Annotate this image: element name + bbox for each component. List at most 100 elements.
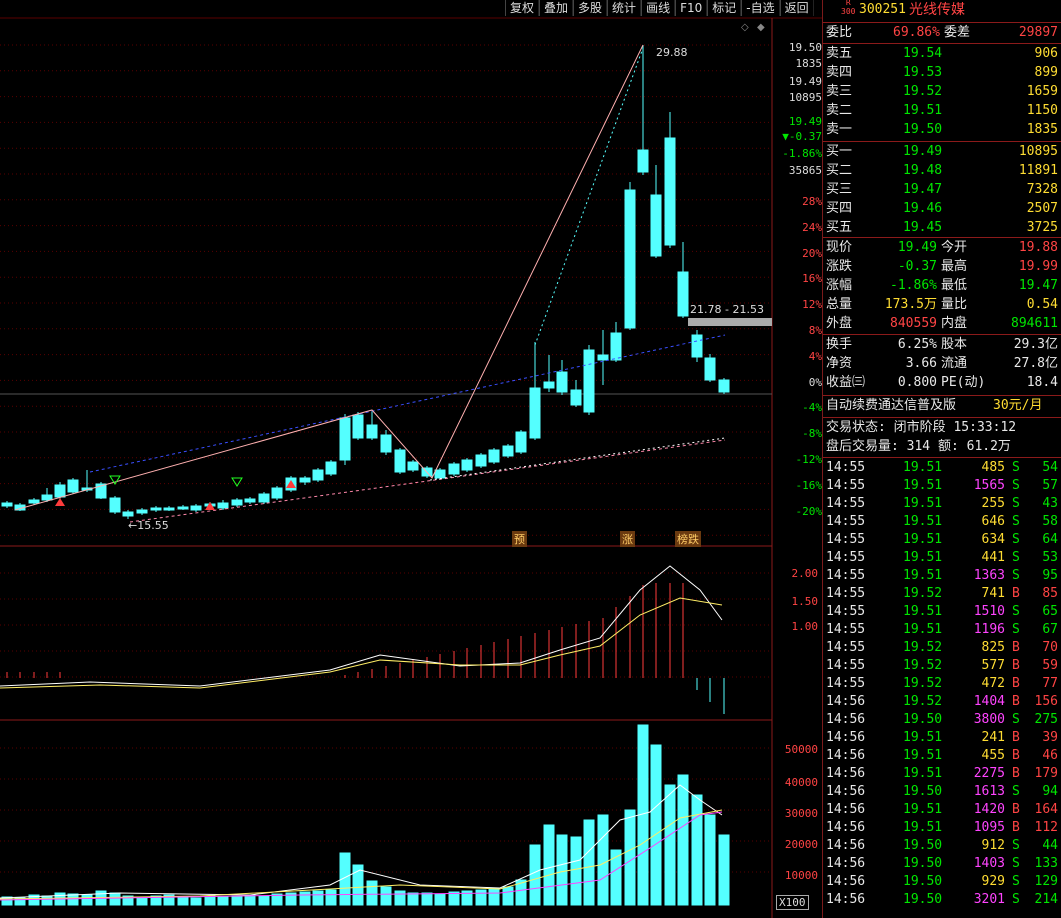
volume-bar bbox=[718, 834, 730, 906]
stock-header[interactable]: R 300 300251 光线传媒 bbox=[823, 0, 1061, 20]
event-mark-pre[interactable]: 预 bbox=[512, 531, 527, 547]
ask-level-3[interactable]: 卖三 19.52 1659 bbox=[826, 84, 1058, 99]
candle-body bbox=[150, 507, 162, 511]
volume-bar bbox=[704, 814, 716, 906]
candle-body bbox=[28, 499, 40, 504]
volume-bar bbox=[515, 879, 527, 906]
toolbar-btn-5[interactable]: F10 bbox=[675, 0, 708, 16]
tick-row: 14:55 19.51 255 S 43 bbox=[826, 496, 1058, 511]
volume-tick: 10000 bbox=[784, 869, 818, 882]
volume-bar bbox=[325, 889, 337, 906]
tick-row: 14:55 19.52 472 B 77 bbox=[826, 676, 1058, 691]
ask-level-5[interactable]: 卖五 19.54 906 bbox=[826, 46, 1058, 61]
axis-tick: -4% bbox=[802, 401, 822, 415]
volume-bar bbox=[339, 852, 351, 906]
candle-body bbox=[570, 389, 582, 406]
volume-bar bbox=[231, 895, 243, 906]
kline-chart-area[interactable] bbox=[0, 0, 822, 918]
axis-tick: -20% bbox=[795, 504, 823, 518]
sell-arrow-icon bbox=[231, 477, 243, 487]
volume-bar bbox=[597, 814, 609, 906]
bid-level-4[interactable]: 买四 19.46 2507 bbox=[826, 201, 1058, 216]
candle-body bbox=[41, 494, 53, 501]
bid-level-5[interactable]: 买五 19.45 3725 bbox=[826, 220, 1058, 235]
volume-bar bbox=[502, 886, 514, 906]
candle-body bbox=[244, 498, 256, 503]
candle-body bbox=[258, 493, 270, 503]
volume-bar bbox=[366, 880, 378, 906]
stock-code: 300251 bbox=[859, 2, 906, 17]
volume-bar bbox=[610, 849, 622, 906]
quote-row: 外盘 840559 内盘 894611 bbox=[826, 316, 1058, 331]
bid-level-2[interactable]: 买二 19.48 11891 bbox=[826, 163, 1058, 178]
diamond-icon[interactable]: ◆ bbox=[757, 22, 765, 33]
volume-bar bbox=[285, 892, 297, 906]
cursor-value: 35865 bbox=[788, 164, 822, 177]
volume-bar bbox=[529, 844, 541, 906]
event-mark-list[interactable]: 榜跌 bbox=[675, 531, 701, 547]
cursor-value: 10895 bbox=[788, 91, 822, 104]
tick-row: 14:55 19.51 1363 S 95 bbox=[826, 568, 1058, 583]
tick-row: 14:55 19.51 1196 S 67 bbox=[826, 622, 1058, 637]
volume-bar bbox=[677, 774, 689, 906]
toolbar-btn-0[interactable]: 复权 bbox=[505, 0, 540, 16]
bid-level-1[interactable]: 买一 19.49 10895 bbox=[826, 144, 1058, 159]
low-price-label: ←15.55 bbox=[128, 519, 169, 532]
axis-tick: -12% bbox=[795, 453, 823, 466]
macd-tick: 1.00 bbox=[791, 620, 819, 633]
toolbar-btn-6[interactable]: 标记 bbox=[707, 0, 742, 16]
candle-body bbox=[488, 449, 500, 463]
macd-tick: 1.50 bbox=[791, 595, 819, 608]
axis-tick: 28% bbox=[802, 195, 822, 208]
toolbar-btn-8[interactable]: 返回 bbox=[779, 0, 814, 16]
quote-row: 涨跌 -0.37 最高 19.99 bbox=[826, 259, 1058, 274]
sell-arrow-icon bbox=[109, 475, 121, 485]
candle-body bbox=[271, 487, 283, 499]
candle-body bbox=[339, 417, 351, 461]
volume-tick: 20000 bbox=[784, 838, 818, 851]
volume-bar bbox=[299, 891, 311, 906]
toolbar-btn-2[interactable]: 多股 bbox=[573, 0, 608, 16]
toolbar-btn-4[interactable]: 画线 bbox=[641, 0, 676, 16]
candle-body bbox=[637, 149, 649, 173]
volume-bar bbox=[150, 895, 162, 906]
volume-bar bbox=[380, 886, 392, 906]
candle-body bbox=[407, 461, 419, 471]
high-price-label: 29.88 bbox=[656, 46, 688, 59]
candle-body bbox=[461, 459, 473, 471]
quote-row: 总量 173.5万 量比 0.54 bbox=[826, 297, 1058, 312]
cursor-value: 19.50 bbox=[788, 41, 822, 54]
candle-body bbox=[502, 445, 514, 457]
volume-bar bbox=[258, 895, 270, 906]
toolbar-btn-7[interactable]: -自选 bbox=[741, 0, 780, 16]
bid-level-3[interactable]: 买三 19.47 7328 bbox=[826, 182, 1058, 197]
ask-level-1[interactable]: 卖一 19.50 1835 bbox=[826, 122, 1058, 137]
tick-row: 14:55 19.51 646 S 58 bbox=[826, 514, 1058, 529]
volume-bar bbox=[122, 895, 134, 906]
toolbar-btn-3[interactable]: 统计 bbox=[607, 0, 642, 16]
candle-body bbox=[475, 454, 487, 467]
trade-status: 交易状态: 闭市阶段 15:33:12 bbox=[826, 420, 1017, 435]
axis-tick: 12% bbox=[802, 298, 822, 312]
buy-arrow-icon bbox=[55, 498, 65, 506]
candle-body bbox=[177, 506, 189, 510]
diamond-icon[interactable]: ◇ bbox=[741, 22, 749, 33]
ad-banner[interactable]: 自动续费通达信普及版 30元/月 bbox=[826, 398, 1043, 413]
volume-bar bbox=[67, 893, 79, 906]
candle-body bbox=[691, 334, 703, 358]
volume-tick: 40000 bbox=[784, 776, 818, 789]
volume-ma10 bbox=[0, 809, 723, 900]
tick-row: 14:55 19.51 634 S 64 bbox=[826, 532, 1058, 547]
ask-level-4[interactable]: 卖四 19.53 899 bbox=[826, 65, 1058, 80]
event-mark-limitup[interactable]: 涨 bbox=[620, 531, 635, 547]
cursor-value: -1.86% bbox=[782, 147, 822, 160]
order-ratio-row: 委比 69.86% 委差 29897 bbox=[826, 25, 1058, 40]
cursor-value: 19.49 bbox=[788, 115, 822, 128]
volume-bar bbox=[271, 893, 283, 906]
volume-bar bbox=[204, 895, 216, 906]
candle-body bbox=[610, 332, 622, 361]
tick-row: 14:56 19.50 3800 S 275 bbox=[826, 712, 1058, 727]
candle-body bbox=[109, 497, 121, 513]
toolbar-btn-1[interactable]: 叠加 bbox=[539, 0, 574, 16]
ask-level-2[interactable]: 卖二 19.51 1150 bbox=[826, 103, 1058, 118]
